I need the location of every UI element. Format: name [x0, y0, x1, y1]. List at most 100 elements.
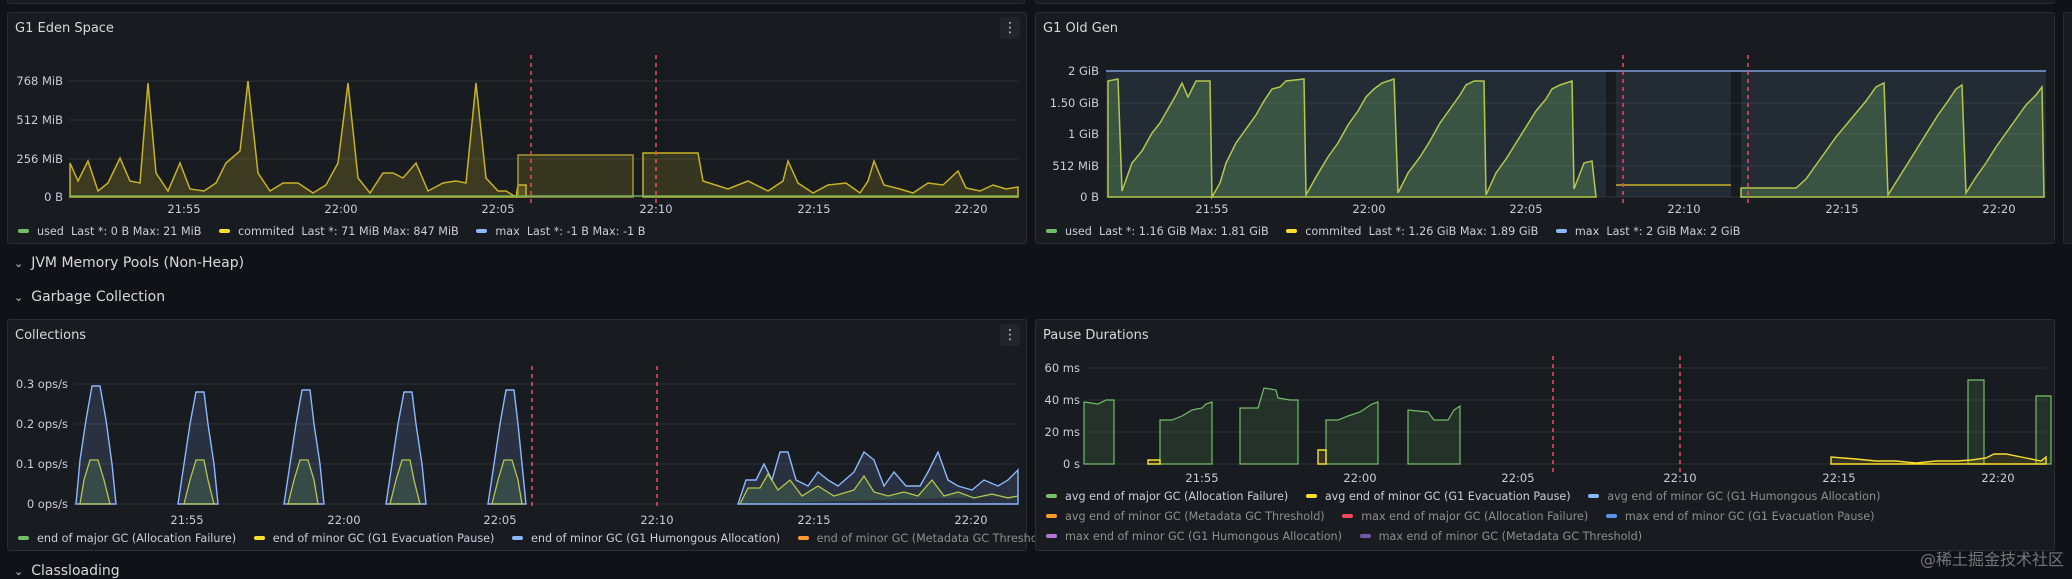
legend-label: max end of minor GC (G1 Evacuation Pause… [1624, 509, 1875, 523]
segment [1083, 399, 1115, 465]
blip [1147, 459, 1161, 465]
more-vertical-icon[interactable]: ⋮ [1000, 17, 1020, 39]
x-tick: 22:00 [1343, 471, 1376, 485]
legend-stats: Last *: -1 B Max: -1 B [526, 224, 646, 238]
legend-item[interactable]: avg end of minor GC (G1 Humongous Alloca… [1588, 490, 1880, 503]
x-tick: 22:00 [1352, 202, 1385, 216]
segment [1967, 379, 1985, 465]
row-classloading[interactable]: ⌄ Classloading [14, 563, 120, 579]
y-tick: 768 MiB [16, 74, 63, 88]
x-tick: 22:20 [954, 202, 987, 216]
top-panel-right-partial [1035, 0, 2055, 4]
chevron-down-icon: ⌄ [14, 564, 24, 578]
legend-swatch [253, 536, 265, 540]
legend-swatch [1046, 534, 1057, 538]
oldgen-chart: 2 GiB 1.50 GiB 1 GiB 512 MiB 0 B 21:55 2… [1050, 55, 2046, 216]
legend-item[interactable]: avg end of minor GC (G1 Evacuation Pause… [1305, 490, 1571, 503]
y-tick: 1.50 GiB [1050, 96, 1099, 110]
eden-chart: 768 MiB 512 MiB 256 MiB 0 B 21:55 22:00 … [16, 55, 1019, 216]
collections-chart: 0.3 ops/s 0.2 ops/s 0.1 ops/s 0 ops/s 21… [16, 366, 1019, 527]
legend: used Last *: 0 B Max: 21 MiB commited La… [18, 223, 659, 238]
legend-swatch [1588, 494, 1600, 498]
spike [385, 391, 427, 505]
y-tick: 512 MiB [16, 113, 63, 127]
x-tick: 22:10 [639, 202, 672, 216]
legend-item[interactable]: avg end of major GC (Allocation Failure) [1046, 490, 1288, 503]
y-tick: 40 ms [1045, 393, 1080, 407]
used-area [1107, 77, 1597, 200]
y-tick: 0.2 ops/s [16, 417, 68, 431]
legend-item[interactable]: end of minor GC (Metadata GC Threshold) [797, 532, 1052, 545]
legend-item[interactable]: max end of minor GC (G1 Evacuation Pause… [1605, 509, 1875, 523]
legend-row-2: avg end of minor GC (Metadata GC Thresho… [1046, 508, 1889, 523]
x-tick: 22:05 [1501, 471, 1534, 485]
x-tick: 22:20 [1981, 471, 2014, 485]
legend-row-3: max end of minor GC (G1 Humongous Alloca… [1046, 528, 1656, 543]
legend-item[interactable]: used Last *: 0 B Max: 21 MiB [18, 225, 201, 238]
row-jvm-memory-pools-non-heap[interactable]: ⌄ JVM Memory Pools (Non-Heap) [14, 255, 244, 271]
legend-item[interactable]: commited Last *: 1.26 GiB Max: 1.89 GiB [1286, 225, 1538, 238]
legend-swatch [797, 536, 809, 540]
legend-stats: Last *: 1.16 GiB Max: 1.81 GiB [1099, 224, 1269, 238]
y-tick: 0 ops/s [27, 497, 68, 511]
y-tick: 256 MiB [16, 152, 63, 166]
y-axis: 2 GiB 1.50 GiB 1 GiB 512 MiB 0 B [1050, 64, 1099, 204]
legend-label: commited [1305, 224, 1362, 238]
more-vertical-icon[interactable]: ⋮ [1000, 324, 1020, 346]
y-tick: 1 GiB [1068, 127, 1099, 141]
row-garbage-collection[interactable]: ⌄ Garbage Collection [14, 289, 165, 305]
y-tick: 2 GiB [1068, 64, 1099, 78]
chevron-down-icon: ⌄ [14, 256, 24, 270]
y-tick: 0.3 ops/s [16, 377, 68, 391]
legend-swatch [218, 229, 230, 233]
legend-label: end of minor GC (G1 Humongous Allocation… [530, 531, 781, 545]
legend-item[interactable]: used Last *: 1.16 GiB Max: 1.81 GiB [1046, 225, 1269, 238]
legend-item[interactable]: avg end of minor GC (Metadata GC Thresho… [1046, 510, 1325, 523]
y-axis: 0.3 ops/s 0.2 ops/s 0.1 ops/s 0 ops/s [16, 377, 68, 511]
panel-title: G1 Old Gen [1043, 21, 1119, 36]
panel-pause-durations[interactable]: Pause Durations 60 ms 40 ms 20 ms 0 s [1035, 319, 2055, 551]
x-tick: 22:15 [1825, 202, 1858, 216]
panel-title: G1 Eden Space [15, 21, 114, 36]
y-tick: 0 s [1063, 457, 1080, 471]
y-tick: 0 B [1080, 190, 1099, 204]
legend-item[interactable]: end of major GC (Allocation Failure) [18, 532, 236, 545]
legend-label: max [1574, 224, 1600, 238]
legend-item[interactable]: max end of minor GC (G1 Humongous Alloca… [1046, 530, 1342, 543]
panel-g1-eden-space[interactable]: G1 Eden Space ⋮ 768 MiB 512 MiB 256 MiB … [7, 12, 1027, 244]
x-tick: 22:10 [1667, 202, 1700, 216]
spike [177, 391, 219, 505]
legend-item[interactable]: max end of minor GC (Metadata GC Thresho… [1359, 530, 1642, 543]
legend-swatch [1046, 494, 1057, 498]
spike [79, 459, 111, 505]
avg-major-series [1083, 379, 2052, 465]
x-tick: 22:05 [481, 202, 514, 216]
chevron-down-icon: ⌄ [14, 290, 24, 304]
legend-item[interactable]: end of minor GC (G1 Humongous Allocation… [511, 531, 781, 545]
x-tick: 21:55 [1195, 202, 1228, 216]
segment [2035, 395, 2052, 465]
panel-g1-old-gen[interactable]: G1 Old Gen 2 GiB 1.50 GiB 1 GiB 512 MiB … [1035, 12, 2055, 244]
commited-area-late [642, 152, 1019, 198]
chart-grid [73, 383, 1018, 505]
legend-item[interactable]: commited Last *: 71 MiB Max: 847 MiB [218, 225, 459, 238]
commited-area [69, 80, 527, 199]
x-tick: 21:55 [170, 513, 203, 527]
legend-item[interactable]: end of minor GC (G1 Evacuation Pause) [253, 531, 495, 545]
pause-chart: 60 ms 40 ms 20 ms 0 s 21:55 22:00 22:05 … [1045, 356, 2052, 485]
panel-collections[interactable]: Collections ⋮ 0.3 ops/s 0.2 ops/s 0.1 op… [7, 319, 1052, 551]
x-tick: 22:15 [797, 513, 830, 527]
chart-grid [1086, 367, 2046, 465]
legend-label: end of minor GC (G1 Evacuation Pause) [272, 531, 495, 545]
legend-item[interactable]: max end of major GC (Allocation Failure) [1342, 510, 1588, 523]
x-tick: 22:10 [640, 513, 673, 527]
x-axis: 21:55 22:00 22:05 22:10 22:15 22:20 [1195, 202, 2015, 216]
legend-item[interactable]: max Last *: 2 GiB Max: 2 GiB [1555, 224, 1740, 238]
legend: used Last *: 1.16 GiB Max: 1.81 GiB comm… [1046, 223, 1754, 238]
late-series [739, 472, 1019, 505]
legend-stats: Last *: 0 B Max: 21 MiB [71, 224, 202, 238]
legend-item[interactable]: max Last *: -1 B Max: -1 B [476, 225, 645, 238]
legend-label: avg end of minor GC (G1 Humongous Alloca… [1607, 489, 1881, 503]
y-tick: 20 ms [1045, 425, 1080, 439]
y-axis: 60 ms 40 ms 20 ms 0 s [1045, 361, 1080, 471]
